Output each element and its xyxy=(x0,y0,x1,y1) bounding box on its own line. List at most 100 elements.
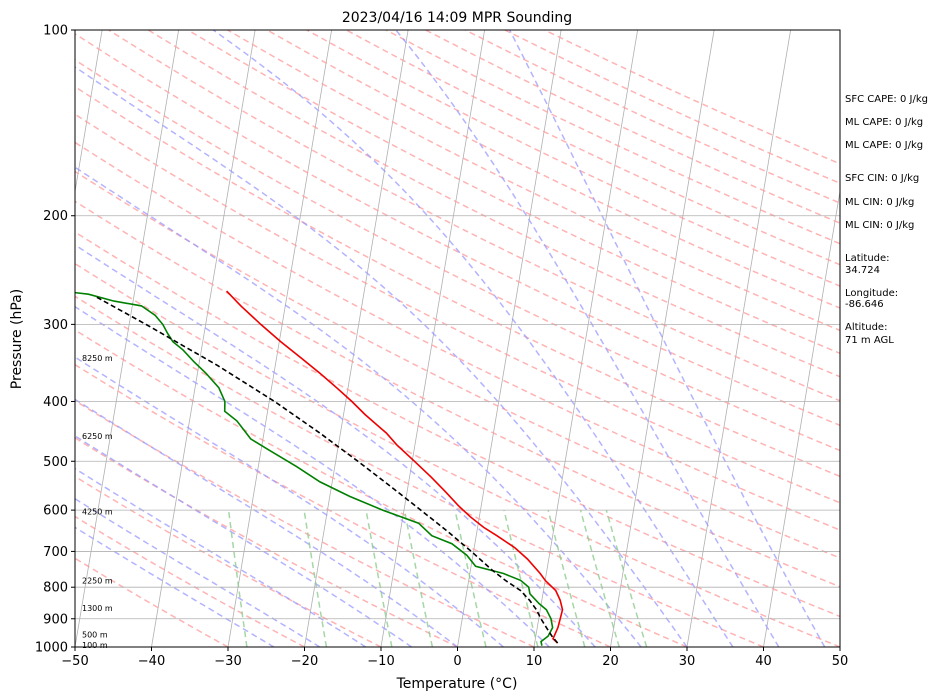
mixing-ratio-line xyxy=(579,509,621,647)
chart-title: 2023/04/16 14:09 MPR Sounding xyxy=(342,10,572,26)
dry-adiabat-line xyxy=(227,30,840,332)
dry-adiabat-line xyxy=(75,436,458,647)
moist-adiabat-line xyxy=(75,497,321,647)
x-axis: −50 −40 −30 −20 −10 0 10 20 30 40 50 xyxy=(61,647,848,669)
dry-adiabat-line xyxy=(266,30,840,309)
plot-frame xyxy=(74,29,841,648)
dry-adiabat-line xyxy=(75,262,840,647)
info-line: 71 m AGL xyxy=(845,335,894,346)
info-line: SFC CAPE: 0 J/kg xyxy=(845,94,928,105)
y-tick-label: 800 xyxy=(43,581,68,596)
info-line: ML CIN: 0 J/kg xyxy=(845,197,914,208)
y-tick-label: 900 xyxy=(43,612,68,627)
dry-adiabat-line xyxy=(75,329,688,647)
temperature-line xyxy=(226,290,564,644)
isotherm-line xyxy=(75,30,180,647)
x-tick-label: −30 xyxy=(214,654,241,669)
info-line: Altitude: xyxy=(845,322,887,333)
isotherm-line xyxy=(75,30,103,194)
moist-adiabat-line xyxy=(75,526,275,647)
y-tick-label: 1000 xyxy=(35,641,68,656)
y-axis: 1000 900 800 700 600 500 400 300 200 100 xyxy=(35,24,75,656)
height-label: 2250 m xyxy=(82,576,113,585)
y-tick-label: 100 xyxy=(43,24,68,39)
isotherm-line xyxy=(686,30,792,647)
info-line: SFC CIN: 0 J/kg xyxy=(845,173,919,184)
x-tick-label: 50 xyxy=(832,654,849,669)
x-tick-label: −20 xyxy=(291,654,318,669)
isotherm-line xyxy=(304,30,409,647)
height-label: 6250 m xyxy=(82,432,113,441)
height-label: 500 m xyxy=(82,631,108,640)
info-panel: SFC CAPE: 0 J/kg ML CAPE: 0 J/kg ML CAPE: … xyxy=(845,94,928,346)
height-label: 1300 m xyxy=(82,604,113,613)
isotherm-line xyxy=(151,30,256,647)
info-line: ML CAPE: 0 J/kg xyxy=(845,117,923,128)
isotherm-line xyxy=(227,30,333,647)
dry-adiabat-line xyxy=(147,30,840,378)
info-line: ML CAPE: 0 J/kg xyxy=(845,140,923,151)
height-label: 100 m xyxy=(82,641,108,650)
mixing-ratio-line xyxy=(547,509,586,647)
y-tick-label: 700 xyxy=(43,545,68,560)
moist-adiabat-line xyxy=(212,30,734,647)
height-label: 4250 m xyxy=(82,507,113,516)
moist-adiabat-line xyxy=(509,30,826,647)
moist-adiabat-line xyxy=(75,166,642,647)
height-label: 8250 m xyxy=(82,354,113,363)
info-line: 34.724 xyxy=(845,265,880,276)
x-tick-label: 20 xyxy=(602,654,619,669)
pressure-gridlines xyxy=(75,215,840,620)
x-axis-label: Temperature (°C) xyxy=(396,676,518,692)
background-lines xyxy=(75,30,840,647)
y-tick-label: 200 xyxy=(43,209,68,224)
dry-adiabat-line xyxy=(75,85,840,478)
isotherm-line xyxy=(610,30,715,647)
sounding-series xyxy=(75,290,564,646)
dry-adiabat-line xyxy=(75,295,764,647)
x-tick-label: 40 xyxy=(755,654,772,669)
moist-adiabat-line xyxy=(75,356,504,647)
info-line: Longitude: xyxy=(845,288,898,299)
mixing-ratio-line xyxy=(503,509,539,647)
dry-adiabat-line xyxy=(108,30,840,402)
dry-adiabat-line xyxy=(75,59,840,452)
isotherm-line xyxy=(533,30,639,647)
y-tick-label: 500 xyxy=(43,455,68,470)
moist-adiabat-line xyxy=(75,435,413,647)
x-tick-label: −10 xyxy=(367,654,394,669)
isotherm-line xyxy=(763,189,840,647)
x-tick-label: −50 xyxy=(61,654,88,669)
y-axis-label: Pressure (hPa) xyxy=(9,289,25,389)
dewpoint-line xyxy=(75,291,554,646)
moist-adiabat-line xyxy=(395,30,780,647)
dry-adiabat-line xyxy=(75,363,611,647)
x-tick-label: 30 xyxy=(679,654,696,669)
info-line: -86.646 xyxy=(845,299,884,310)
mixing-ratio-line xyxy=(403,509,434,647)
y-tick-label: 300 xyxy=(43,318,68,333)
moist-adiabat-line xyxy=(75,244,596,647)
dry-adiabat-line xyxy=(75,170,840,559)
dry-adiabat-line xyxy=(75,141,840,531)
dry-adiabat-line xyxy=(75,515,305,647)
y-tick-label: 400 xyxy=(43,395,68,410)
x-tick-label: −40 xyxy=(138,654,165,669)
dry-adiabat-line xyxy=(75,399,535,647)
info-line: Latitude: xyxy=(845,253,890,264)
moist-adiabat-line xyxy=(75,66,688,647)
mixing-ratio-line xyxy=(365,509,393,647)
moist-adiabat-line xyxy=(75,398,458,647)
x-tick-label: 10 xyxy=(526,654,543,669)
x-tick-label: 0 xyxy=(453,654,461,669)
moist-adiabat-line xyxy=(75,305,550,647)
dry-adiabat-line xyxy=(75,113,840,504)
y-tick-label: 600 xyxy=(43,504,68,519)
info-line: ML CIN: 0 J/kg xyxy=(845,220,914,231)
mixing-ratio-line xyxy=(605,509,648,647)
isotherm-line xyxy=(457,30,562,647)
isotherm-line xyxy=(380,30,486,647)
moist-adiabat-line xyxy=(75,467,367,647)
